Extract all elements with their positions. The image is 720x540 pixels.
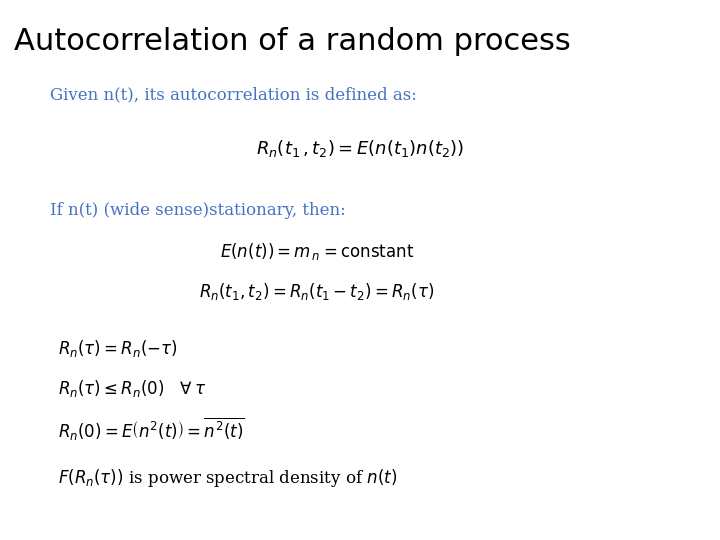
Text: $R_n\left(\tau\right)= R_n\left(-\tau\right)$: $R_n\left(\tau\right)= R_n\left(-\tau\ri… xyxy=(58,338,177,359)
Text: Autocorrelation of a random process: Autocorrelation of a random process xyxy=(14,27,571,56)
Text: $R_n(t_1\,,t_2) = E\left(n(t_1)n(t_2)\right)$: $R_n(t_1\,,t_2) = E\left(n(t_1)n(t_2)\ri… xyxy=(256,138,464,159)
Text: $F\left(R_n(\tau)\right)$ is power spectral density of $n(t)$: $F\left(R_n(\tau)\right)$ is power spect… xyxy=(58,467,397,489)
Text: If n(t) (wide sense)stationary, then:: If n(t) (wide sense)stationary, then: xyxy=(50,202,346,219)
Text: Given n(t), its autocorrelation is defined as:: Given n(t), its autocorrelation is defin… xyxy=(50,86,418,103)
Text: $R_n\left(\tau\right)\leq R_n\left(0\right) \quad \forall\,\tau$: $R_n\left(\tau\right)\leq R_n\left(0\rig… xyxy=(58,379,206,399)
Text: $R_n\left(0\right)= E\left(n^2(t)\right)= \overline{n^2(t)}$: $R_n\left(0\right)= E\left(n^2(t)\right)… xyxy=(58,416,244,443)
Text: $R_n\left(t_1,t_2\right)= R_n\left(t_1-t_2\right)= R_n(\tau)$: $R_n\left(t_1,t_2\right)= R_n\left(t_1-t… xyxy=(199,281,434,302)
Text: $E\left(n(t)\right)= m_{\,n} = \mathrm{constant}$: $E\left(n(t)\right)= m_{\,n} = \mathrm{c… xyxy=(220,241,414,261)
